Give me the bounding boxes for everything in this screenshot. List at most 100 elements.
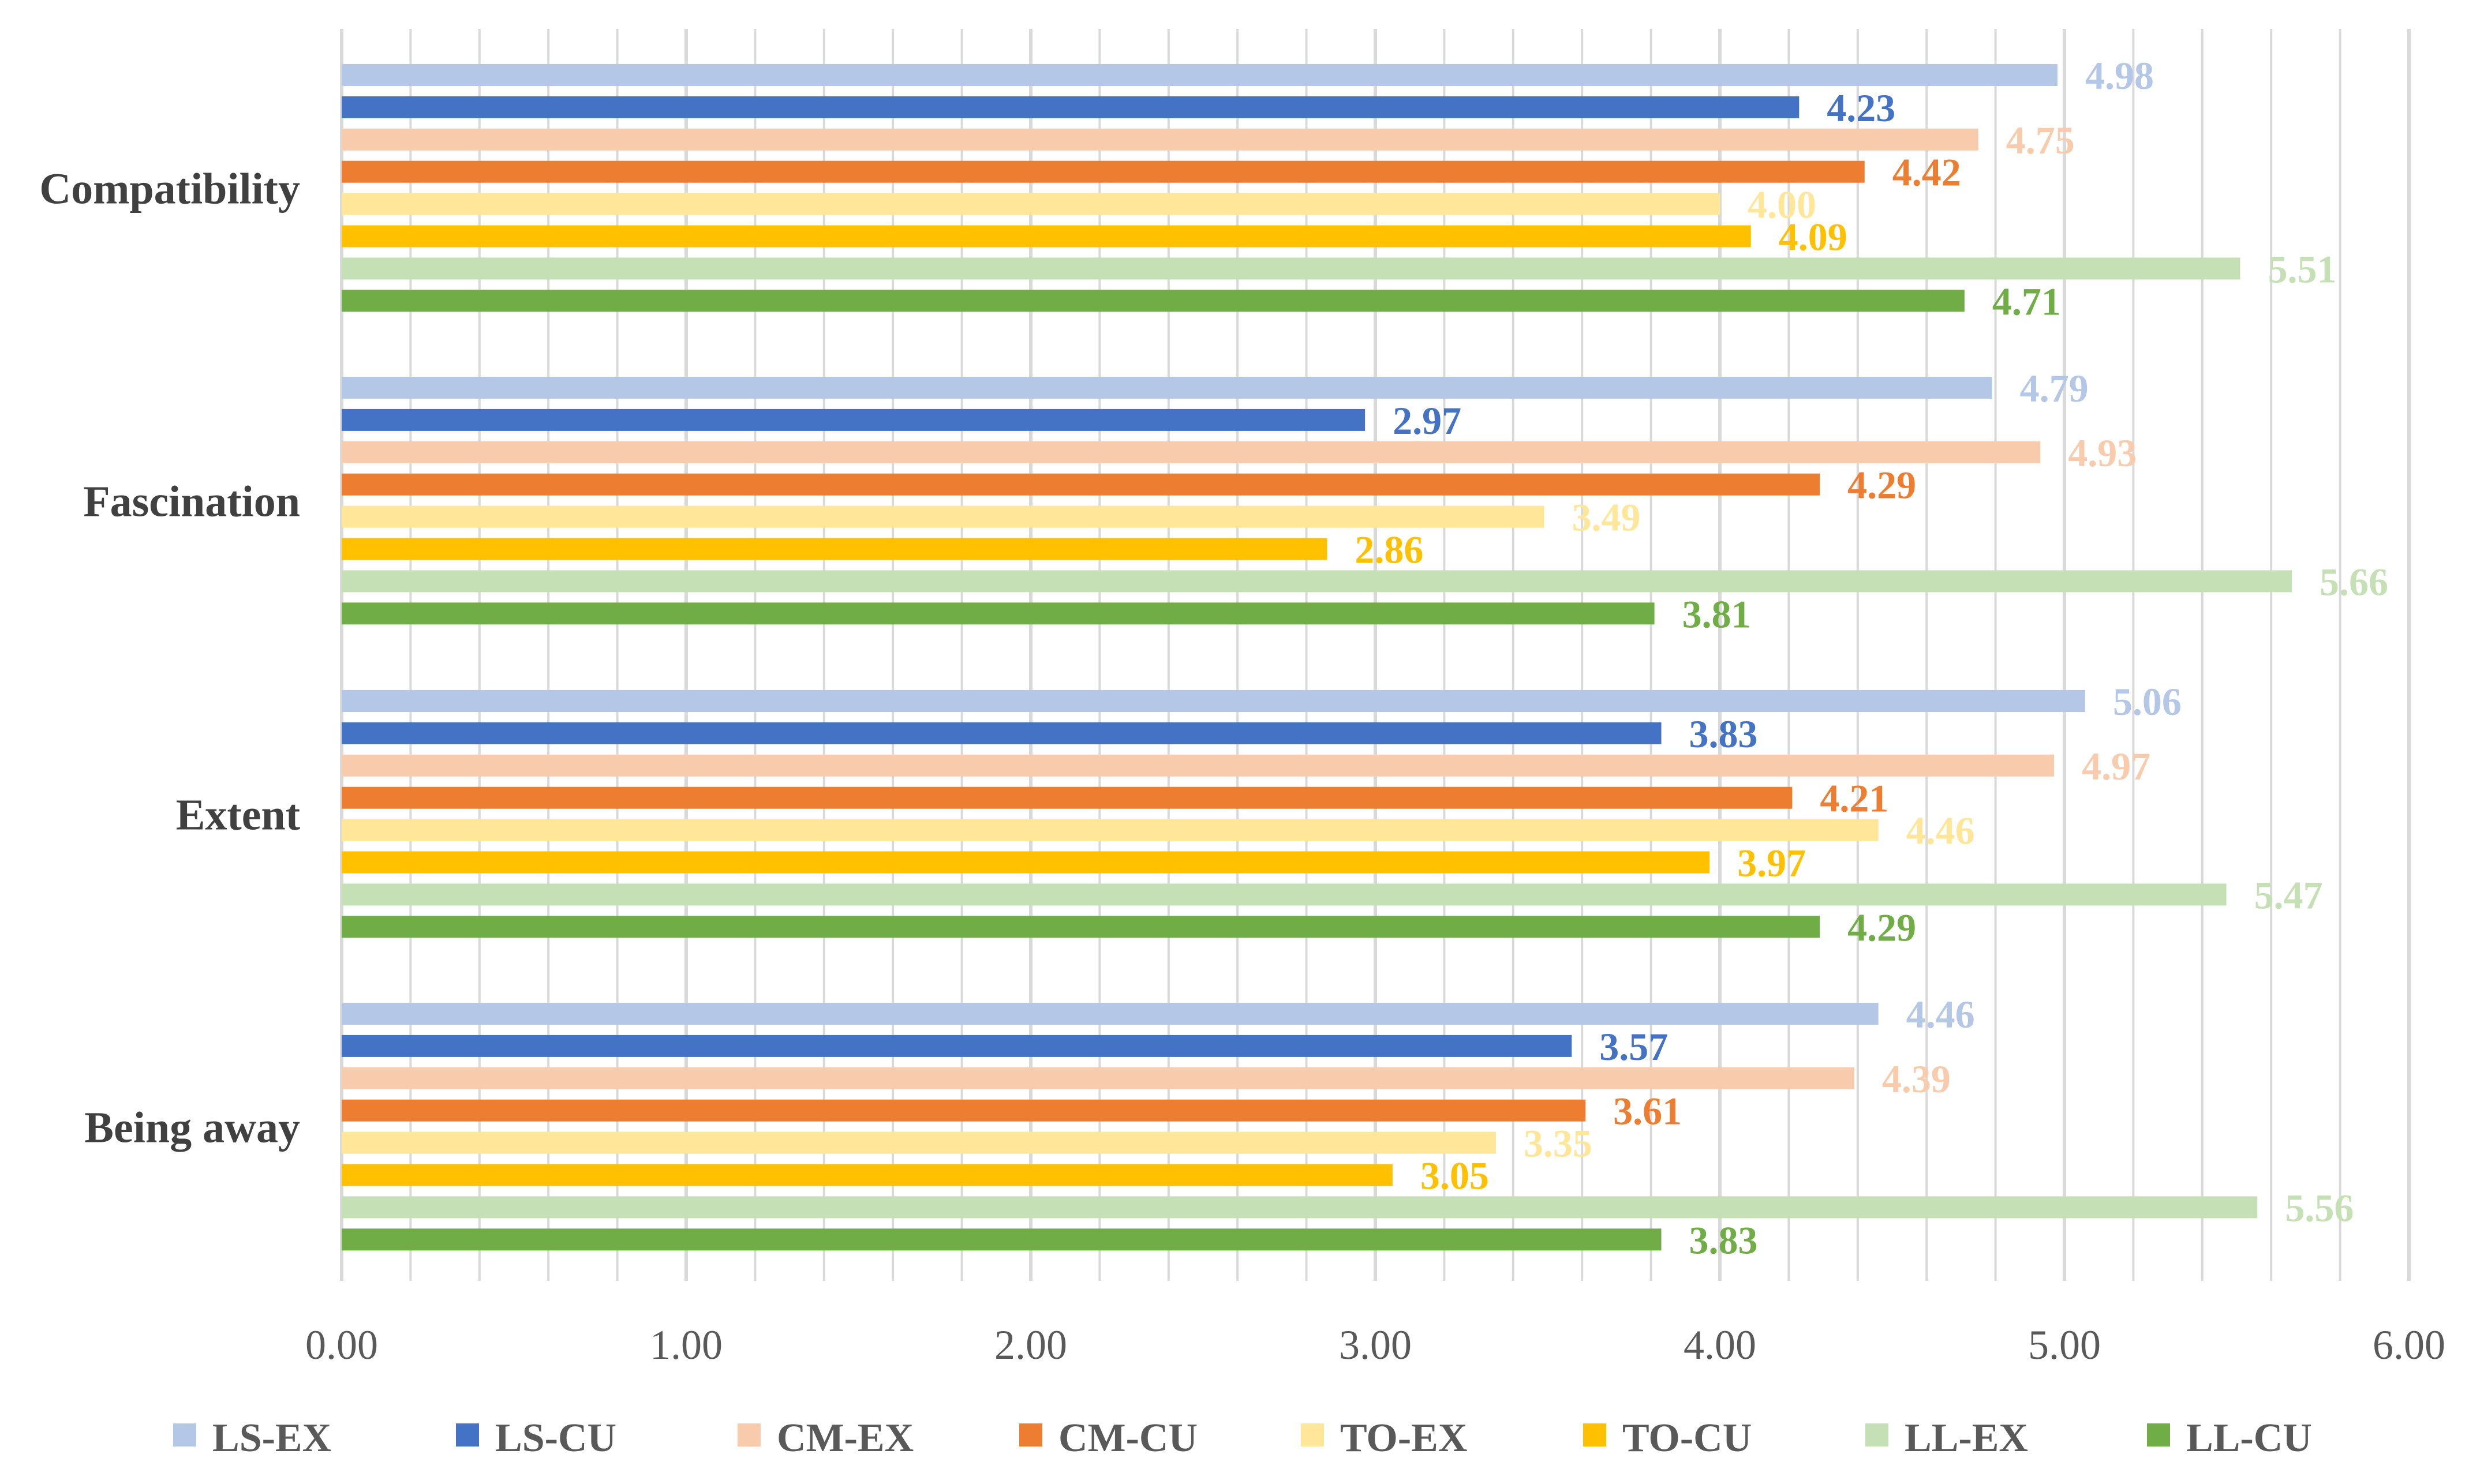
- legend-label: LS-CU: [495, 1416, 616, 1460]
- bar-ls-ex-compatibility: [342, 64, 2058, 86]
- data-label: 3.05: [1420, 1154, 1489, 1198]
- bar-cm-cu-fascination: [342, 473, 1820, 496]
- x-tick-label: 5.00: [2028, 1322, 2101, 1368]
- data-labels: 4.98 4.23 4.75 4.42 4.004.09 5.51 4.71 4.79 2.97…: [1355, 54, 2388, 1262]
- x-tick-label: 6.00: [2373, 1322, 2445, 1368]
- legend-item-cm-cu[interactable]: CM-CU: [1019, 1416, 1198, 1460]
- bar-ll-ex-fascination: [342, 570, 2292, 593]
- legend-swatch: [1301, 1423, 1324, 1446]
- legend-item-ls-cu[interactable]: LS-CU: [456, 1416, 616, 1460]
- legend-label: CM-EX: [777, 1416, 914, 1460]
- data-label: 4.71: [1992, 279, 2061, 323]
- x-tick-label: 3.00: [1339, 1322, 1412, 1368]
- legend: LS-EX LS-CU CM-EX CM-CU TO-EX TO-CU LL-EX LL-CU: [173, 1416, 2312, 1460]
- legend-swatch: [2147, 1423, 2170, 1446]
- legend-label: LS-EX: [212, 1416, 331, 1460]
- bar-ll-cu-being-away: [342, 1228, 1662, 1251]
- data-label: 5.56: [2285, 1186, 2354, 1230]
- data-label: 3.61: [1613, 1089, 1682, 1133]
- data-label: 4.09: [1779, 215, 1847, 259]
- legend-swatch: [1019, 1423, 1042, 1446]
- legend-item-ll-ex[interactable]: LL-EX: [1865, 1416, 2028, 1460]
- legend-item-cm-ex[interactable]: CM-EX: [738, 1416, 914, 1460]
- legend-label: TO-EX: [1340, 1416, 1467, 1460]
- bar-cm-ex-extent: [342, 754, 2055, 777]
- data-label: 4.79: [2020, 366, 2089, 410]
- bar-ls-ex-being-away: [342, 1003, 1879, 1025]
- data-label: 4.29: [1847, 463, 1916, 507]
- bar-to-cu-being-away: [342, 1164, 1393, 1186]
- legend-swatch: [1865, 1423, 1888, 1446]
- bar-to-ex-extent: [342, 819, 1879, 841]
- legend-item-ll-cu[interactable]: LL-CU: [2147, 1416, 2312, 1460]
- bar-ll-cu-compatibility: [342, 290, 1965, 312]
- bar-to-cu-compatibility: [342, 225, 1751, 248]
- data-label: 4.46: [1906, 809, 1975, 853]
- category-label: Being away: [84, 1104, 300, 1152]
- legend-label: TO-CU: [1622, 1416, 1752, 1460]
- data-label: 3.35: [1524, 1122, 1592, 1166]
- grid: [340, 29, 2411, 1281]
- bar-cm-ex-being-away: [342, 1067, 1854, 1089]
- bar-ls-cu-fascination: [342, 409, 1366, 431]
- data-label: 3.83: [1689, 712, 1758, 756]
- bar-to-ex-compatibility: [342, 193, 1720, 215]
- x-tick-label: 1.00: [650, 1322, 723, 1368]
- bar-ll-cu-fascination: [342, 602, 1655, 625]
- legend-label: CM-CU: [1058, 1416, 1198, 1460]
- data-label: 4.29: [1847, 905, 1916, 949]
- bar-to-ex-being-away: [342, 1131, 1496, 1154]
- legend-swatch: [1583, 1423, 1606, 1446]
- legend-swatch: [738, 1423, 761, 1446]
- x-tick-label: 0.00: [305, 1322, 378, 1368]
- legend-label: LL-CU: [2186, 1416, 2312, 1460]
- data-label: 4.97: [2082, 744, 2150, 788]
- bar-cm-ex-compatibility: [342, 128, 1978, 151]
- legend-swatch: [456, 1423, 479, 1446]
- data-label: 4.98: [2085, 54, 2154, 98]
- bar-cm-ex-fascination: [342, 441, 2041, 463]
- data-label: 4.39: [1882, 1057, 1951, 1101]
- bar-to-cu-fascination: [342, 538, 1327, 560]
- bar-cm-cu-being-away: [342, 1099, 1586, 1122]
- legend-label: LL-EX: [1905, 1416, 2028, 1460]
- legend-item-ls-ex[interactable]: LS-EX: [173, 1416, 331, 1460]
- bar-cm-cu-compatibility: [342, 160, 1865, 183]
- bar-ls-cu-compatibility: [342, 96, 1800, 118]
- bars: [342, 64, 2292, 1251]
- data-label: 4.00: [1748, 183, 1816, 227]
- data-label: 3.49: [1572, 496, 1641, 539]
- category-label: Compatibility: [39, 165, 300, 213]
- data-label: 2.97: [1393, 399, 1461, 443]
- bar-ll-ex-compatibility: [342, 257, 2240, 280]
- legend-item-to-ex[interactable]: TO-EX: [1301, 1416, 1467, 1460]
- data-label: 3.83: [1689, 1218, 1758, 1262]
- data-label: 4.21: [1820, 777, 1888, 820]
- x-axis-ticks: 0.00 1.00 2.00 3.00 4.00 5.00 6.00: [305, 1322, 2445, 1368]
- x-tick-label: 4.00: [1684, 1322, 1756, 1368]
- category-label: Fascination: [83, 478, 300, 526]
- x-tick-label: 2.00: [994, 1322, 1067, 1368]
- legend-item-to-cu[interactable]: TO-CU: [1583, 1416, 1752, 1460]
- data-label: 2.86: [1355, 528, 1423, 572]
- data-label: 5.51: [2268, 247, 2336, 291]
- legend-swatch: [173, 1423, 196, 1446]
- category-labels: Compatibility Fascination Extent Being away: [39, 165, 300, 1152]
- bar-cm-cu-extent: [342, 786, 1793, 809]
- category-label: Extent: [176, 791, 300, 840]
- data-label: 5.47: [2254, 873, 2323, 917]
- bar-ll-ex-being-away: [342, 1196, 2258, 1219]
- bar-ll-cu-extent: [342, 916, 1820, 938]
- bar-ls-ex-fascination: [342, 377, 1992, 399]
- bar-ll-ex-extent: [342, 883, 2227, 906]
- bar-to-ex-fascination: [342, 505, 1544, 528]
- data-label: 4.93: [2068, 431, 2137, 475]
- data-label: 4.75: [2006, 118, 2075, 162]
- data-label: 3.97: [1737, 841, 1806, 885]
- bar-ls-ex-extent: [342, 690, 2085, 712]
- bar-to-cu-extent: [342, 851, 1710, 874]
- bar-ls-cu-extent: [342, 722, 1662, 744]
- data-label: 5.66: [2320, 560, 2388, 604]
